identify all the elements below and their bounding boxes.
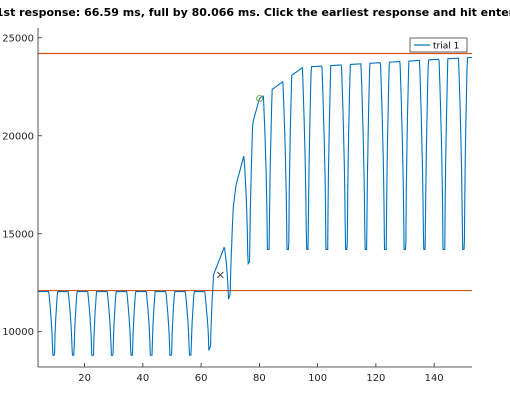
first-response-marker [216,271,224,279]
chart-title: 1st response: 66.59 ms, full by 80.066 m… [0,6,510,19]
y-tick-label-25000: 25000 [2,33,34,44]
x-tick-label-40: 40 [136,373,149,384]
x-tick-label-60: 60 [195,373,208,384]
x-tick-label-80: 80 [253,373,266,384]
legend-box [409,37,468,53]
full-response-marker [256,95,264,103]
x-tick-label-100: 100 [308,373,327,384]
legend-label-trial-1: trial 1 [433,42,459,52]
x-tick-label-20: 20 [78,373,91,384]
x-tick-label-120: 120 [366,373,385,384]
y-tick-label-15000: 15000 [2,229,34,240]
y-tick-label-20000: 20000 [2,131,34,142]
x-tick-label-140: 140 [425,373,444,384]
y-tick-label-10000: 10000 [2,327,34,338]
series-line-trial-1 [38,56,472,356]
plot-area [38,28,472,367]
